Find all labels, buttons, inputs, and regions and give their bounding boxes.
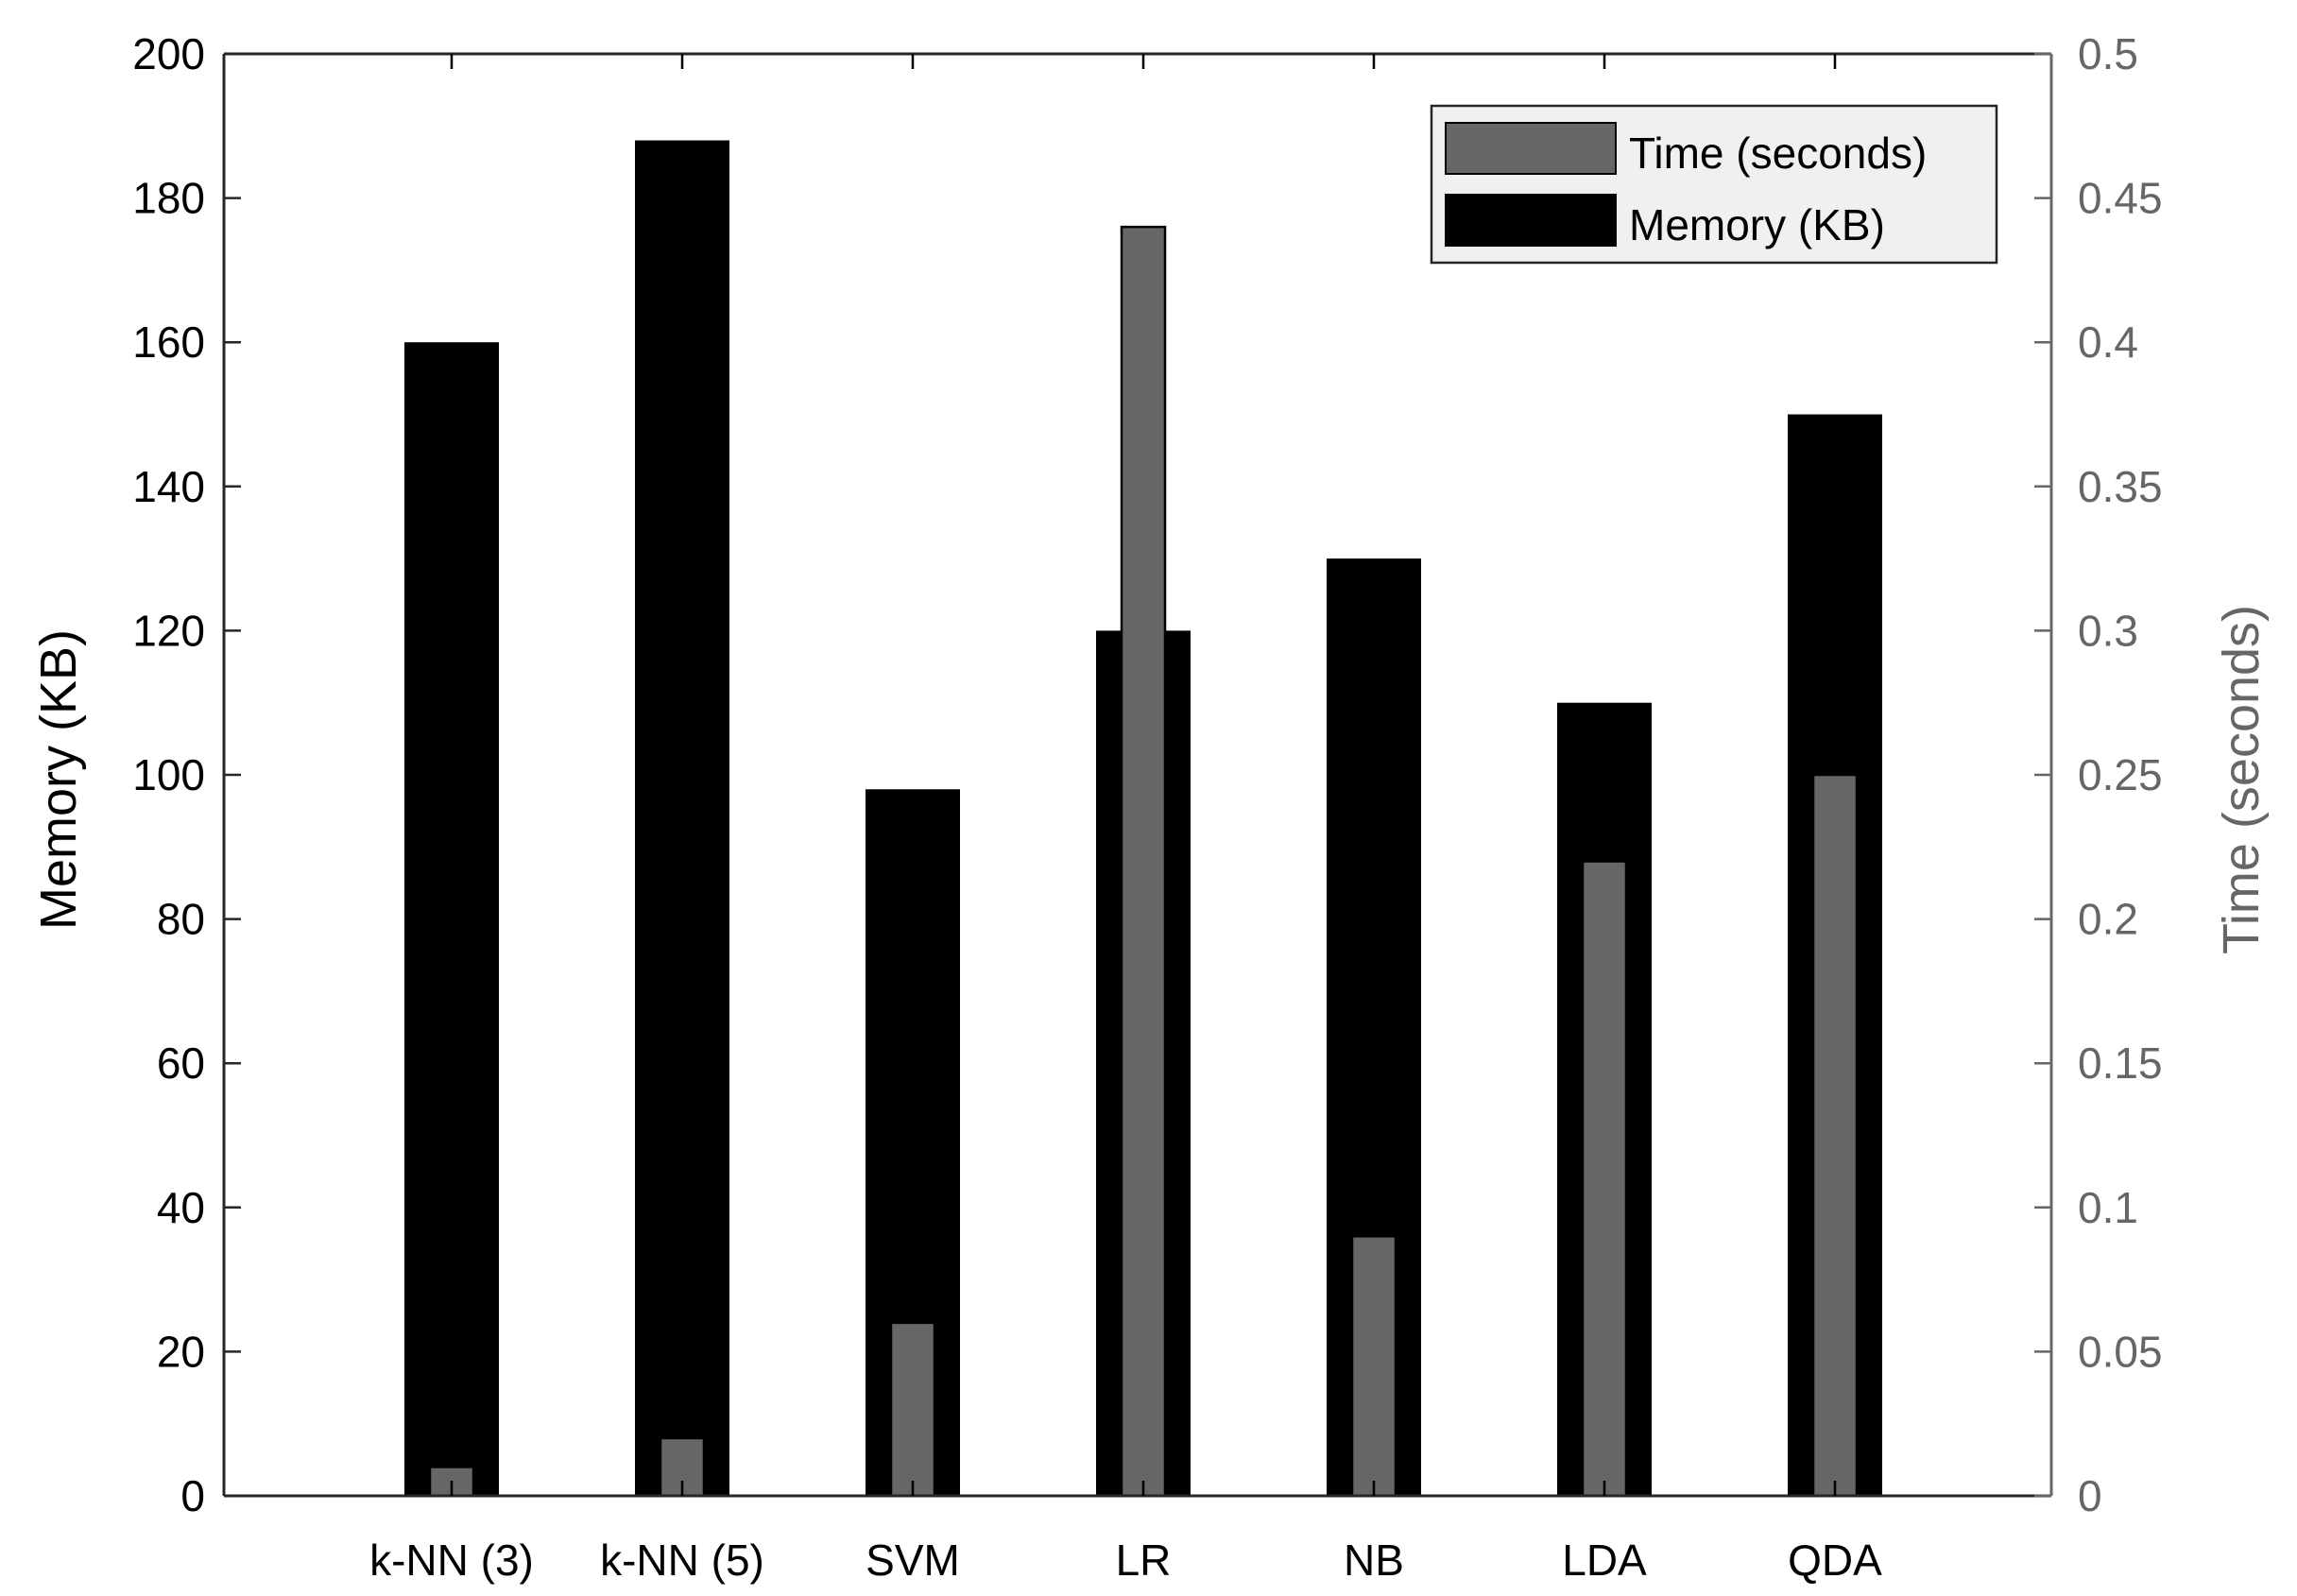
- x-tick-label-3: LR: [1116, 1536, 1172, 1585]
- y-right-tick-label-2: 0.1: [2078, 1183, 2138, 1232]
- y-left-tick-label-2: 40: [157, 1183, 205, 1232]
- y-right-tick-label-6: 0.3: [2078, 606, 2138, 655]
- bars-layer: [404, 140, 1882, 1498]
- x-tick-label-4: NB: [1344, 1536, 1404, 1585]
- legend-label-memory: Memory (KB): [1629, 200, 1885, 249]
- legend: Time (seconds) Memory (KB): [1430, 104, 1998, 265]
- y-left-tick-label-4: 80: [157, 895, 205, 944]
- y-right-tick-label-0: 0: [2078, 1471, 2102, 1520]
- x-tick-label-2: SVM: [866, 1536, 960, 1585]
- legend-swatch-time: [1445, 122, 1617, 175]
- x-tick-label-5: LDA: [1562, 1536, 1647, 1585]
- legend-swatch-memory: [1445, 194, 1617, 247]
- y-right-tick-label-8: 0.4: [2078, 317, 2138, 367]
- y-left-tick-label-3: 60: [157, 1038, 205, 1088]
- y-left-tick-label-5: 100: [132, 750, 205, 799]
- y-right-tick-label-10: 0.5: [2078, 29, 2138, 78]
- y-right-tick-label-7: 0.35: [2078, 462, 2163, 511]
- y-right-tick-label-4: 0.2: [2078, 895, 2138, 944]
- y-right-tick-label-1: 0.05: [2078, 1327, 2163, 1376]
- time-bar-5: [1581, 860, 1628, 1498]
- y-left-tick-label-6: 120: [132, 606, 205, 655]
- x-tick-label-1: k-NN (5): [600, 1536, 764, 1585]
- y-left-tick-label-9: 180: [132, 174, 205, 223]
- y-right-tick-label-5: 0.25: [2078, 750, 2163, 799]
- ticks-layer: k-NN (3) k-NN (5) SVM LR NB LDA QDA 0 20 40 60 80 10…: [132, 29, 2162, 1585]
- y-left-tick-label-10: 200: [132, 29, 205, 78]
- y-right-tick-label-3: 0.15: [2078, 1038, 2163, 1088]
- y-left-tick-label-1: 20: [157, 1327, 205, 1376]
- x-tick-label-6: QDA: [1788, 1536, 1882, 1585]
- y-left-tick-label-7: 140: [132, 462, 205, 511]
- x-tick-label-0: k-NN (3): [369, 1536, 534, 1585]
- y-right-tick-label-9: 0.45: [2078, 174, 2163, 223]
- memory-bar-1: [635, 140, 729, 1496]
- memory-bar-0: [404, 342, 499, 1497]
- time-bar-6: [1811, 773, 1859, 1498]
- y-left-tick-label-0: 0: [180, 1471, 205, 1520]
- time-bar-3: [1120, 225, 1167, 1498]
- legend-label-time: Time (seconds): [1629, 129, 1927, 178]
- time-bar-2: [889, 1321, 936, 1498]
- y-left-tick-label-8: 160: [132, 317, 205, 367]
- time-bar-4: [1350, 1235, 1397, 1498]
- right-axis-title: Time (seconds): [2213, 605, 2270, 954]
- left-axis-title: Memory (KB): [30, 629, 87, 930]
